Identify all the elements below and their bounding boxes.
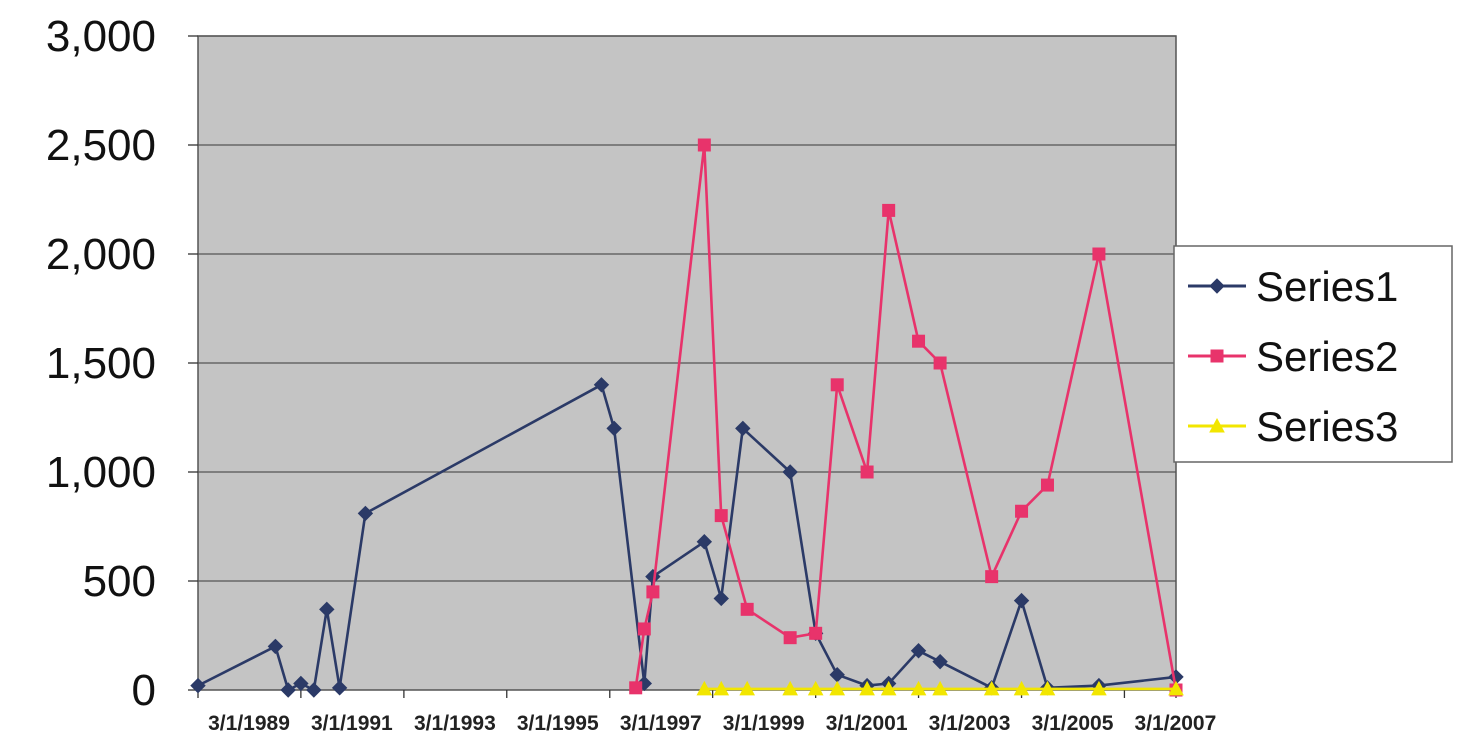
series-3-point (782, 680, 798, 696)
series-2-point (1092, 247, 1106, 261)
series-1-point (932, 653, 948, 670)
y-tick-label: 1,000 (46, 448, 156, 497)
x-tick-label: 3/1/2001 (826, 712, 908, 735)
series-layer (190, 138, 1184, 698)
series-2-point (830, 378, 844, 392)
legend-marker-3 (1209, 417, 1225, 433)
series-3-point (1168, 680, 1184, 696)
series-2-point (985, 570, 999, 584)
y-tick-label: 0 (132, 666, 156, 715)
series-1-point (267, 638, 284, 655)
series-3-point (1091, 680, 1107, 696)
x-axis: 3/1/1989 3/1/1991 3/1/1993 3/1/1995 3/1/1997… (197, 690, 1217, 735)
x-tick-label: 3/1/1999 (723, 712, 805, 735)
series-1-point (593, 377, 610, 393)
series-1-point (735, 420, 751, 437)
series-3-point (1039, 680, 1056, 696)
x-tick-label: 3/1/2005 (1032, 712, 1114, 735)
series-1-point (782, 464, 798, 480)
y-tick-label: 2,500 (46, 121, 156, 170)
y-tick-label: 500 (83, 557, 156, 606)
grid-lines (198, 35, 1176, 582)
series-1-point (306, 682, 322, 698)
series-3-point (696, 680, 713, 696)
series-2-point (637, 622, 651, 636)
series-3-point (713, 680, 730, 696)
series-2-point (629, 681, 643, 695)
legend-label-1: Series1 (1256, 263, 1398, 310)
series-3-point (829, 680, 846, 696)
series-3-point (880, 680, 897, 696)
legend-label-3: Series3 (1256, 403, 1398, 450)
series-1-point (280, 682, 296, 698)
series-2-point (912, 334, 926, 348)
series-3-point (1013, 680, 1030, 696)
series-3-point (932, 680, 948, 696)
series-2-point (714, 509, 728, 523)
x-tick-label: 3/1/2003 (929, 712, 1011, 735)
series-2-point (740, 602, 754, 616)
series-2-point (882, 203, 896, 217)
series-1-point (293, 675, 309, 692)
series-1-point (910, 643, 927, 659)
series-2-point (697, 138, 711, 152)
series-2-point (1015, 504, 1029, 518)
legend-label-2: Series2 (1256, 333, 1398, 380)
series-1 (190, 377, 1184, 698)
series-3-point (983, 680, 1000, 696)
series-1-point (713, 590, 729, 607)
legend-marker-1 (1209, 278, 1225, 294)
series-1-point (357, 505, 374, 522)
series-3-point (739, 680, 756, 696)
series-1-point (1013, 592, 1030, 609)
x-tick-label: 3/1/1993 (414, 712, 496, 735)
x-tick-label: 3/1/2007 (1135, 712, 1217, 735)
series-2-point (933, 356, 947, 370)
y-tick-label: 3,000 (46, 12, 156, 61)
legend-marker-2 (1210, 349, 1224, 363)
legend: Series1 Series2 Series3 (1173, 245, 1453, 463)
series-1-point (331, 680, 348, 696)
series-2-point (860, 465, 874, 479)
x-tick-label: 3/1/1991 (311, 712, 393, 735)
series-1-point (606, 420, 622, 437)
y-axis: 0 500 1,000 1,500 2,000 2,500 3,000 (46, 12, 198, 715)
series-1-point (696, 534, 713, 550)
series-1-point (190, 677, 206, 694)
series-1-point (319, 601, 335, 618)
series-3 (696, 680, 1184, 696)
series-2-point (1040, 478, 1054, 492)
series-2-point (646, 585, 660, 599)
y-tick-label: 1,500 (46, 339, 156, 388)
y-tick-label: 2,000 (46, 230, 156, 279)
x-tick-label: 3/1/1997 (620, 712, 702, 735)
series-3-point (859, 680, 875, 696)
series-2-point (809, 626, 823, 640)
series-3-point (807, 680, 824, 696)
x-tick-label: 3/1/1995 (517, 712, 599, 735)
series-2-point (783, 631, 797, 645)
x-tick-label: 3/1/1989 (208, 712, 290, 735)
series-3-point (910, 680, 927, 696)
